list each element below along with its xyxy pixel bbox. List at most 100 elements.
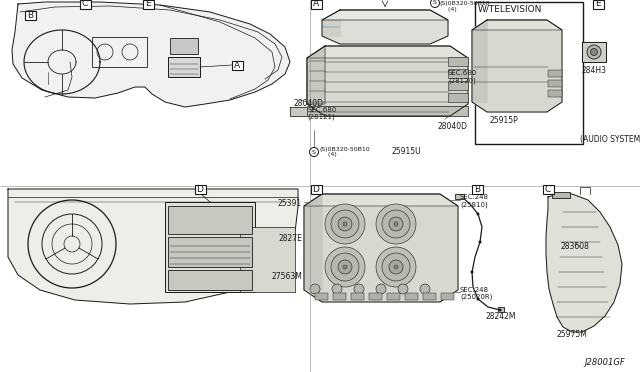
Bar <box>315 293 328 300</box>
Bar <box>552 192 570 198</box>
Text: 27563M: 27563M <box>271 272 302 281</box>
Circle shape <box>477 298 479 301</box>
Text: D: D <box>196 185 204 193</box>
Bar <box>240 227 295 292</box>
Circle shape <box>394 265 398 269</box>
Bar <box>543 185 554 193</box>
Text: 25915U: 25915U <box>392 148 422 157</box>
Text: SEC.272: SEC.272 <box>356 0 388 2</box>
Polygon shape <box>307 46 325 104</box>
Circle shape <box>338 217 352 231</box>
Circle shape <box>431 0 440 7</box>
Bar <box>448 69 468 78</box>
Text: SEC.248
(25810): SEC.248 (25810) <box>460 194 489 208</box>
Text: SEC.680
(28121): SEC.680 (28121) <box>307 107 336 121</box>
Polygon shape <box>322 10 448 44</box>
Text: S: S <box>312 150 316 154</box>
Polygon shape <box>472 20 487 102</box>
Polygon shape <box>12 2 290 107</box>
Bar <box>79 0 90 9</box>
Text: 28242M: 28242M <box>485 312 515 321</box>
Circle shape <box>382 210 410 238</box>
Text: J28001GF: J28001GF <box>584 358 625 367</box>
Circle shape <box>376 204 416 244</box>
Bar <box>405 293 418 300</box>
Circle shape <box>398 284 408 294</box>
Polygon shape <box>546 194 622 332</box>
Bar <box>170 38 198 54</box>
Bar <box>195 185 205 193</box>
Polygon shape <box>304 194 458 206</box>
Bar <box>548 90 562 97</box>
Bar <box>369 293 382 300</box>
Bar <box>441 293 454 300</box>
Text: (S)0B320-50B10
    (4): (S)0B320-50B10 (4) <box>440 1 491 12</box>
Bar <box>232 61 243 70</box>
Polygon shape <box>307 46 468 116</box>
Text: 25915P: 25915P <box>490 116 519 125</box>
Circle shape <box>310 148 319 157</box>
Text: B: B <box>474 185 480 193</box>
Circle shape <box>470 270 474 273</box>
Text: C: C <box>82 0 88 9</box>
Polygon shape <box>290 107 307 116</box>
Bar <box>548 80 562 87</box>
Circle shape <box>477 212 479 215</box>
Bar <box>387 293 400 300</box>
Bar <box>168 270 252 290</box>
Bar <box>475 2 583 144</box>
Polygon shape <box>322 10 448 20</box>
Bar <box>168 57 200 77</box>
Bar <box>448 93 468 102</box>
Text: A: A <box>234 61 240 70</box>
Text: (AUDIO SYSTEM): (AUDIO SYSTEM) <box>580 135 640 144</box>
Text: S: S <box>433 0 437 6</box>
Bar <box>351 293 364 300</box>
Polygon shape <box>307 46 468 58</box>
Text: D: D <box>312 185 319 193</box>
Bar <box>548 70 562 77</box>
Text: E: E <box>145 0 151 9</box>
Text: C: C <box>545 185 551 193</box>
Circle shape <box>499 308 502 311</box>
Bar <box>448 57 468 66</box>
Circle shape <box>331 253 359 281</box>
Text: 283608: 283608 <box>561 242 589 251</box>
Bar <box>448 81 468 90</box>
Circle shape <box>389 217 403 231</box>
Text: 2827E: 2827E <box>278 234 302 243</box>
Bar <box>423 293 436 300</box>
Bar <box>24 10 35 19</box>
Text: (S)0B320-50B10
    (4): (S)0B320-50B10 (4) <box>320 147 371 157</box>
Text: 28040D: 28040D <box>438 122 468 131</box>
Circle shape <box>376 247 416 287</box>
Circle shape <box>325 204 365 244</box>
Circle shape <box>343 265 347 269</box>
Text: 25391: 25391 <box>278 199 302 208</box>
Circle shape <box>479 241 481 244</box>
Circle shape <box>354 284 364 294</box>
Text: SEC.680
(28120): SEC.680 (28120) <box>448 70 477 84</box>
Circle shape <box>325 247 365 287</box>
Text: A: A <box>313 0 319 9</box>
Circle shape <box>382 253 410 281</box>
Polygon shape <box>304 194 458 302</box>
Polygon shape <box>322 20 340 36</box>
Bar <box>593 0 604 9</box>
Text: 284H3: 284H3 <box>582 66 607 75</box>
Bar <box>168 237 252 267</box>
Polygon shape <box>304 194 322 290</box>
Text: B: B <box>27 10 33 19</box>
Circle shape <box>310 284 320 294</box>
Circle shape <box>376 284 386 294</box>
Bar <box>333 293 346 300</box>
Bar <box>310 185 321 193</box>
Text: E: E <box>595 0 601 9</box>
Text: 25975M: 25975M <box>557 330 588 339</box>
Circle shape <box>394 222 398 226</box>
Bar <box>472 185 483 193</box>
Circle shape <box>587 45 601 59</box>
Circle shape <box>389 260 403 274</box>
Bar <box>168 206 252 234</box>
Bar <box>143 0 154 9</box>
